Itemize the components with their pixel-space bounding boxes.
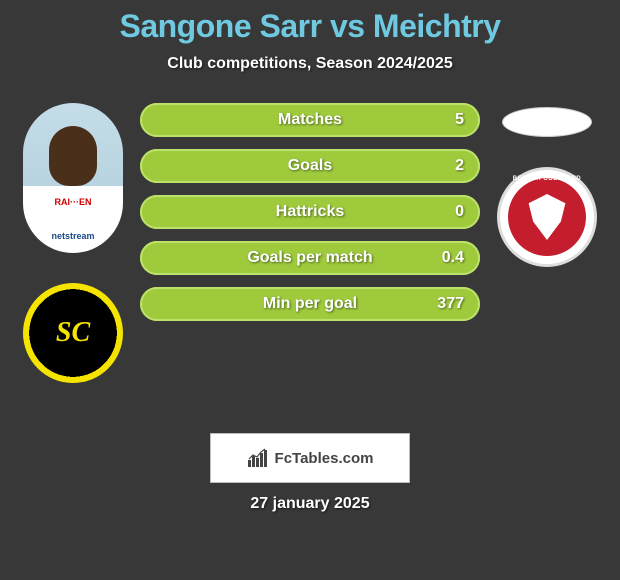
left-player-column: RAI···EN netstream SC <box>18 103 128 383</box>
star-icon <box>524 194 570 240</box>
stats-column: Matches 5 Goals 2 Hattricks 0 Goals per … <box>140 103 480 321</box>
stat-value: 0.4 <box>442 249 464 267</box>
stat-value: 5 <box>455 111 464 129</box>
stat-value: 0 <box>455 203 464 221</box>
stat-row-goals-per-match: Goals per match 0.4 <box>140 241 480 275</box>
stat-row-matches: Matches 5 <box>140 103 480 137</box>
stat-label: Goals per match <box>247 249 372 267</box>
bar-chart-icon <box>247 448 269 468</box>
page-subtitle: Club competitions, Season 2024/2025 <box>0 55 620 73</box>
right-player-avatar <box>502 107 592 137</box>
stat-row-min-per-goal: Min per goal 377 <box>140 287 480 321</box>
brand-badge: FcTables.com <box>210 433 410 483</box>
stat-row-goals: Goals 2 <box>140 149 480 183</box>
stat-value: 377 <box>437 295 464 313</box>
left-club-initials: SC <box>56 317 90 349</box>
right-club-ring-text: BERNER OBERLAND <box>513 176 582 182</box>
stat-row-hattricks: Hattricks 0 <box>140 195 480 229</box>
right-club-logo: BERNER OBERLAND <box>497 167 597 267</box>
left-club-logo: SC <box>23 283 123 383</box>
stat-label: Min per goal <box>263 295 357 313</box>
stat-label: Hattricks <box>276 203 344 221</box>
footer-date: 27 january 2025 <box>0 495 620 513</box>
stat-label: Goals <box>288 157 332 175</box>
comparison-infographic: Sangone Sarr vs Meichtry Club competitio… <box>0 0 620 580</box>
stat-label: Matches <box>278 111 342 129</box>
stat-value: 2 <box>455 157 464 175</box>
main-area: RAI···EN netstream SC Matches 5 Goals 2 <box>0 103 620 383</box>
brand-text: FcTables.com <box>275 450 374 467</box>
left-player-avatar: RAI···EN netstream <box>23 103 123 253</box>
right-player-column: BERNER OBERLAND <box>492 103 602 267</box>
page-title: Sangone Sarr vs Meichtry <box>0 8 620 45</box>
